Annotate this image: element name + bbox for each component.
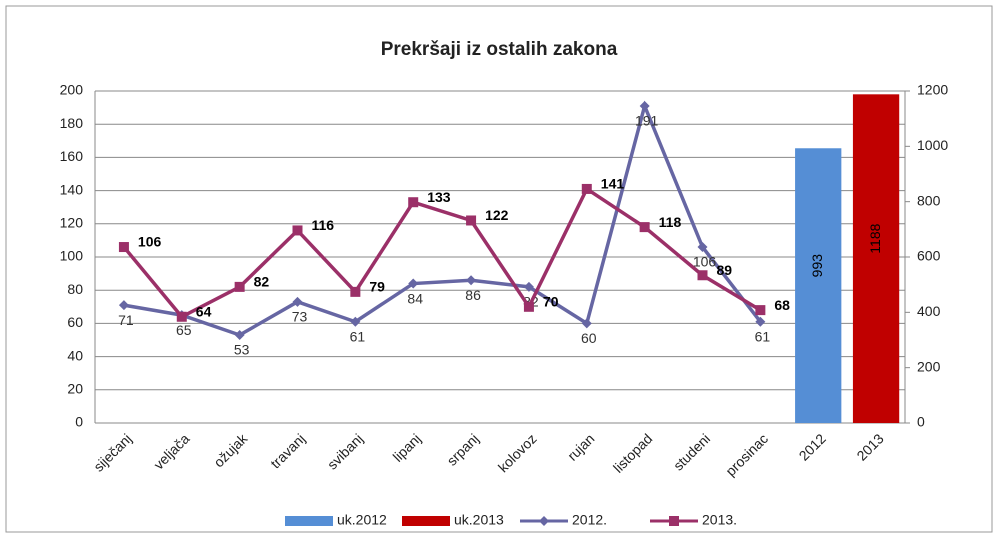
marker [639, 100, 650, 111]
marker [350, 286, 361, 297]
y-tick-label: 60 [67, 314, 83, 330]
data-label: 73 [292, 309, 308, 325]
legend-marker [669, 516, 679, 526]
y-tick-label: 140 [60, 181, 84, 197]
marker [234, 281, 245, 292]
y-tick-label: 200 [60, 82, 84, 98]
marker [292, 225, 303, 236]
data-label: 89 [717, 262, 733, 278]
marker [581, 318, 592, 329]
data-label: 84 [407, 290, 423, 306]
legend-swatch [285, 516, 333, 526]
y2-tick-label: 800 [917, 192, 941, 208]
line [122, 186, 762, 319]
y-tick-label: 20 [67, 381, 83, 397]
data-label: 133 [427, 189, 451, 205]
marker [755, 316, 766, 327]
y-tick-label: 180 [60, 115, 84, 131]
legend-label: uk.2013 [454, 512, 504, 528]
chart-title: Prekršaji iz ostalih zakona [381, 39, 618, 60]
marker [234, 330, 245, 341]
legend-marker [539, 516, 549, 526]
marker [292, 296, 303, 307]
data-label: 79 [369, 279, 385, 295]
data-label: 68 [774, 297, 790, 313]
legend-label: uk.2012 [337, 512, 387, 528]
data-label: 86 [465, 287, 481, 303]
data-label: 122 [485, 207, 509, 223]
bar-value-label: 1188 [867, 223, 883, 253]
y2-tick-label: 400 [917, 303, 941, 319]
data-label: 116 [312, 217, 335, 233]
data-label: 141 [601, 176, 625, 192]
legend-label: 2012. [572, 512, 607, 528]
bar [795, 148, 842, 423]
y-tick-label: 120 [60, 215, 84, 231]
y2-tick-label: 1000 [917, 137, 948, 153]
y2-tick-label: 0 [917, 414, 925, 430]
y-tick-label: 160 [60, 148, 84, 164]
line [123, 100, 762, 337]
marker [466, 215, 477, 226]
y-tick-label: 40 [67, 347, 83, 363]
legend-swatch [402, 516, 450, 526]
marker [118, 300, 129, 311]
marker [350, 316, 361, 327]
marker [697, 242, 708, 253]
marker [523, 301, 534, 312]
marker [408, 278, 419, 289]
marker [697, 270, 708, 281]
bar [852, 94, 900, 423]
y2-tick-label: 1200 [917, 82, 948, 98]
marker [408, 197, 419, 208]
data-label: 61 [755, 328, 771, 344]
data-label: 53 [234, 342, 250, 358]
data-label: 82 [254, 274, 270, 290]
marker [523, 281, 534, 292]
marker [755, 305, 766, 316]
data-label: 118 [659, 214, 682, 230]
bar-value-label: 993 [809, 254, 825, 278]
data-label: 65 [176, 322, 192, 338]
marker [118, 242, 129, 253]
legend-label: 2013. [702, 512, 737, 528]
y2-tick-label: 200 [917, 358, 941, 374]
chart-frame [5, 5, 993, 533]
y-tick-label: 100 [60, 248, 84, 264]
y2-tick-label: 600 [917, 248, 941, 264]
data-label: 60 [581, 330, 597, 346]
marker [639, 222, 650, 233]
data-label: 64 [196, 303, 212, 319]
data-label: 106 [693, 254, 717, 270]
data-label: 71 [118, 312, 134, 328]
marker [581, 183, 592, 194]
y-tick-label: 0 [75, 414, 83, 430]
data-label: 70 [543, 294, 559, 310]
data-label: 191 [635, 113, 659, 129]
marker [466, 275, 477, 286]
y-tick-label: 80 [67, 281, 83, 297]
data-label: 61 [350, 328, 366, 344]
data-label: 106 [138, 234, 162, 250]
marker [176, 311, 187, 322]
